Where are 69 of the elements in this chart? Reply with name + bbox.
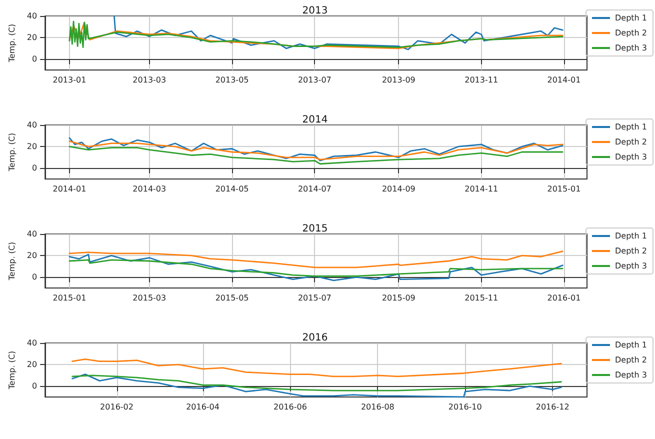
x-tick-label: 2013-05 bbox=[215, 76, 249, 84]
x-tick-label: 2015-01 bbox=[547, 184, 581, 194]
x-tick-label: 2015-05 bbox=[215, 294, 249, 302]
line-series bbox=[68, 146, 564, 165]
x-tick-label: 2016-10 bbox=[448, 402, 482, 412]
legend-label: Depth 2 bbox=[615, 28, 647, 38]
legend-label: Depth 1 bbox=[615, 14, 647, 22]
line-series bbox=[68, 137, 564, 162]
y-tick-label: 40 bbox=[26, 120, 38, 130]
line-series bbox=[68, 140, 564, 160]
y-axis-title: Temp. (C) bbox=[8, 242, 16, 282]
y-tick-label: 20 bbox=[26, 251, 38, 260]
y-axis-title: Temp. (C) bbox=[8, 132, 16, 172]
x-tick-label: 2013-07 bbox=[298, 76, 332, 84]
x-tick-label: 2016-01 bbox=[547, 294, 581, 302]
y-tick-label: 20 bbox=[26, 33, 38, 42]
x-tick-label: 2014-05 bbox=[215, 184, 249, 194]
x-tick-label: 2014-01 bbox=[52, 184, 86, 194]
x-tick-label: 2013-11 bbox=[464, 76, 498, 84]
y-tick-label: 0 bbox=[32, 54, 38, 64]
legend-label: Depth 2 bbox=[615, 138, 647, 146]
y-tick-label: 20 bbox=[26, 360, 38, 370]
y-axis-title: Temp. (C) bbox=[8, 24, 16, 64]
x-tick-label: 2016-06 bbox=[274, 402, 307, 412]
x-tick-label: 2015-07 bbox=[298, 294, 332, 302]
y-tick-label: 20 bbox=[26, 142, 38, 152]
x-tick-label: 2015-11 bbox=[464, 294, 498, 302]
x-tick-label: 2014-11 bbox=[464, 184, 498, 194]
y-tick-label: 0 bbox=[32, 164, 38, 173]
line-series bbox=[68, 250, 564, 268]
x-tick-label: 2014-01 bbox=[547, 76, 581, 84]
chart-title: 2015 bbox=[302, 224, 328, 234]
y-tick-label: 40 bbox=[26, 230, 38, 238]
line-series bbox=[72, 358, 562, 378]
y-tick-label: 0 bbox=[32, 382, 38, 391]
x-tick-label: 2016-12 bbox=[536, 402, 570, 412]
x-tick-label: 2016-08 bbox=[360, 402, 394, 412]
chart-title: 2013 bbox=[302, 6, 328, 16]
y-tick-label: 40 bbox=[26, 12, 38, 20]
legend-label: Depth 1 bbox=[615, 122, 647, 132]
line-series bbox=[72, 374, 562, 392]
legend-label: Depth 1 bbox=[615, 232, 647, 240]
x-tick-label: 2014-09 bbox=[382, 184, 416, 194]
line-series bbox=[72, 374, 562, 398]
x-tick-label: 2015-03 bbox=[132, 294, 166, 302]
x-tick-label: 2015-09 bbox=[382, 294, 416, 302]
x-tick-label: 2013-09 bbox=[382, 76, 416, 84]
x-tick-label: 2013-03 bbox=[132, 76, 166, 84]
y-tick-label: 40 bbox=[26, 338, 38, 348]
x-tick-label: 2014-03 bbox=[132, 184, 166, 194]
chart-title: 2014 bbox=[302, 114, 328, 126]
x-tick-label: 2015-01 bbox=[52, 294, 86, 302]
legend-label: Depth 3 bbox=[615, 262, 647, 270]
y-axis-title: Temp. (C) bbox=[8, 350, 16, 390]
x-tick-label: 2016-02 bbox=[100, 402, 134, 412]
legend-label: Depth 3 bbox=[615, 152, 647, 162]
legend-label: Depth 3 bbox=[615, 44, 647, 52]
line-series bbox=[68, 254, 564, 282]
x-tick-label: 2013-01 bbox=[52, 76, 86, 84]
line-series bbox=[113, 15, 564, 50]
legend-label: Depth 1 bbox=[615, 340, 647, 350]
x-tick-label: 2016-04 bbox=[186, 402, 220, 412]
chart-title: 2016 bbox=[302, 332, 328, 344]
legend-label: Depth 2 bbox=[615, 246, 647, 256]
legend-label: Depth 3 bbox=[615, 370, 647, 380]
line-series bbox=[68, 259, 564, 277]
y-tick-label: 0 bbox=[32, 272, 38, 282]
x-tick-label: 2014-07 bbox=[298, 184, 332, 194]
legend-label: Depth 2 bbox=[615, 356, 647, 364]
